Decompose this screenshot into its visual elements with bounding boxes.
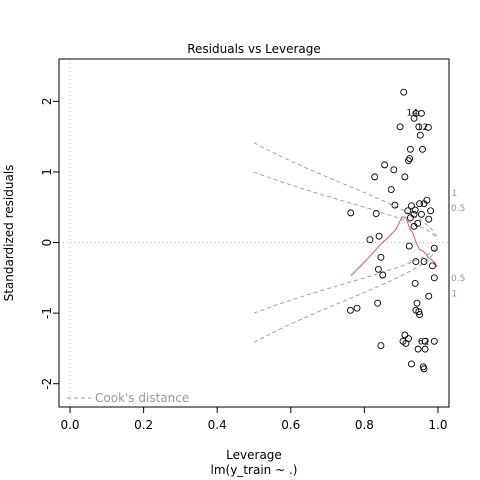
data-point (410, 114, 418, 122)
cooks-contour-label: 0.5 (451, 204, 465, 214)
y-tick-label: 1 (40, 168, 54, 176)
data-point (408, 360, 415, 368)
data-point (425, 215, 433, 223)
data-point (412, 109, 420, 117)
data-point (387, 186, 395, 194)
point-label: 62 (418, 337, 429, 347)
data-point (377, 342, 385, 350)
data-point (410, 222, 418, 230)
data-point (423, 196, 431, 204)
cooks-distance-contour (253, 142, 438, 239)
x-tick-label: 0.2 (134, 418, 153, 432)
data-point (415, 123, 423, 131)
y-tick-label: -1 (40, 307, 54, 319)
x-tick-label: 0.6 (281, 418, 300, 432)
data-point (414, 345, 422, 353)
data-point (415, 308, 423, 316)
data-point (417, 109, 425, 117)
x-tick-label: 0.0 (60, 418, 79, 432)
data-point (420, 258, 428, 266)
cooks-contour-label: 1 (452, 189, 458, 199)
data-point (416, 311, 424, 318)
data-point (430, 337, 438, 345)
data-point (371, 173, 379, 181)
data-point (419, 145, 426, 153)
chart-title: Residuals vs Leverage (187, 42, 321, 56)
cooks-distance-contour (253, 246, 438, 343)
data-point (410, 210, 418, 218)
data-point (421, 337, 429, 345)
data-point (405, 242, 413, 250)
data-point (381, 161, 389, 169)
point-label: 12 (417, 123, 428, 133)
data-point (416, 131, 424, 139)
data-point (366, 236, 374, 244)
data-point (424, 124, 432, 131)
data-point (347, 209, 355, 217)
cooks-contour-label: 0.5 (451, 274, 465, 284)
y-tick-label: 0 (40, 239, 54, 247)
point-label: 14 (406, 109, 418, 119)
data-point (413, 299, 421, 307)
x-axis-sublabel: lm(y_train ~ .) (211, 463, 298, 477)
data-point (412, 258, 420, 266)
x-tick-label: 0.4 (208, 418, 227, 432)
data-point (400, 88, 408, 96)
data-point (427, 207, 435, 215)
x-tick-label: 1.0 (428, 418, 447, 432)
data-point (421, 345, 429, 353)
data-point (372, 210, 380, 218)
data-point (420, 365, 428, 373)
data-point (430, 244, 438, 252)
data-point (401, 331, 409, 339)
data-point (379, 271, 387, 279)
data-point (417, 210, 425, 218)
data-point (408, 202, 415, 210)
y-axis-label: Standardized residuals (2, 165, 16, 302)
cooks-contour-label: 1 (452, 289, 458, 299)
data-point (405, 335, 412, 342)
data-point (375, 232, 383, 240)
smooth-trend-line (350, 216, 438, 277)
data-point (374, 299, 382, 307)
data-point (430, 274, 438, 282)
y-tick-label: 2 (40, 98, 54, 106)
data-point (353, 304, 361, 312)
data-point (411, 280, 419, 287)
data-point (396, 123, 404, 131)
y-tick-label: -2 (40, 378, 54, 390)
data-point (428, 262, 436, 270)
data-point (391, 201, 399, 209)
data-point (404, 207, 412, 215)
data-point (346, 306, 354, 314)
data-point (406, 145, 414, 153)
data-point (401, 173, 409, 181)
data-point (405, 157, 412, 165)
data-point (425, 292, 433, 300)
legend-label: Cook's distance (95, 391, 189, 405)
data-point (411, 206, 419, 214)
data-point (377, 253, 385, 261)
data-point (416, 200, 424, 208)
data-point (390, 166, 398, 174)
data-point (374, 265, 382, 273)
plot-frame (58, 58, 450, 408)
x-tick-label: 0.8 (355, 418, 374, 432)
data-point (406, 214, 414, 222)
x-axis-label: Leverage (226, 448, 282, 462)
